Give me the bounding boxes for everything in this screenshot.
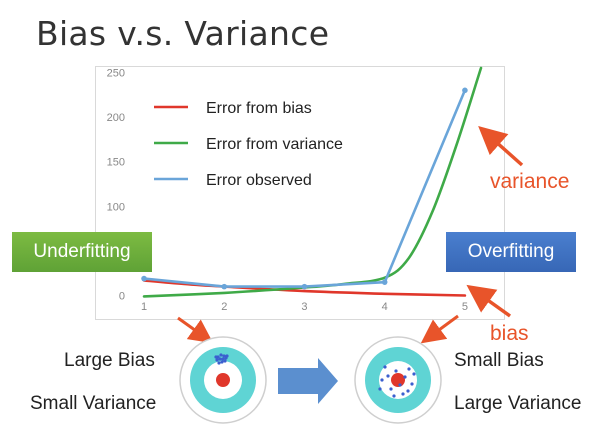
right-target-label-bias: Small Bias xyxy=(454,350,544,371)
right-target-samples xyxy=(378,365,416,398)
y-tick-label: 100 xyxy=(107,201,125,213)
left-target-label-bias: Large Bias xyxy=(64,350,155,371)
y-tick-label: 200 xyxy=(107,112,125,124)
right-target-pointer-arrow xyxy=(420,314,459,344)
x-tick-label: 2 xyxy=(221,301,227,313)
legend-label: Error observed xyxy=(206,172,312,189)
variance-pointer-arrow xyxy=(478,126,524,167)
y-tick-label: 0 xyxy=(119,291,125,303)
series-point-2 xyxy=(141,275,147,282)
chart-frame xyxy=(95,66,505,320)
bias-pointer-arrow xyxy=(466,284,512,318)
series-point-2 xyxy=(462,87,468,94)
legend-label: Error from bias xyxy=(206,100,312,117)
left-target-label-variance: Small Variance xyxy=(30,393,157,414)
underfitting-badge: Underfitting xyxy=(12,232,152,272)
x-tick-label: 1 xyxy=(141,301,147,313)
y-tick-label: 150 xyxy=(107,157,125,169)
x-tick-label: 5 xyxy=(462,301,468,313)
right-target-label-variance: Large Variance xyxy=(454,393,582,414)
series-point-2 xyxy=(381,279,388,285)
left-target-pointer-arrow xyxy=(177,316,214,344)
variance-callout: variance xyxy=(490,170,570,193)
slide-title: Bias v.s. Variance xyxy=(36,14,330,53)
y-tick-label: 250 xyxy=(107,67,125,79)
transition-arrow xyxy=(278,358,338,404)
series-point-2 xyxy=(221,283,228,290)
x-tick-label: 3 xyxy=(301,301,307,313)
left-target-samples xyxy=(214,353,229,365)
right-target xyxy=(354,336,442,424)
series-point-2 xyxy=(301,283,308,290)
left-target xyxy=(179,336,267,424)
x-tick-label: 4 xyxy=(382,301,388,313)
series-line-1 xyxy=(142,66,483,298)
bias-callout: bias xyxy=(490,322,529,345)
overfitting-badge: Overfitting xyxy=(446,232,576,272)
legend-label: Error from variance xyxy=(206,136,343,153)
